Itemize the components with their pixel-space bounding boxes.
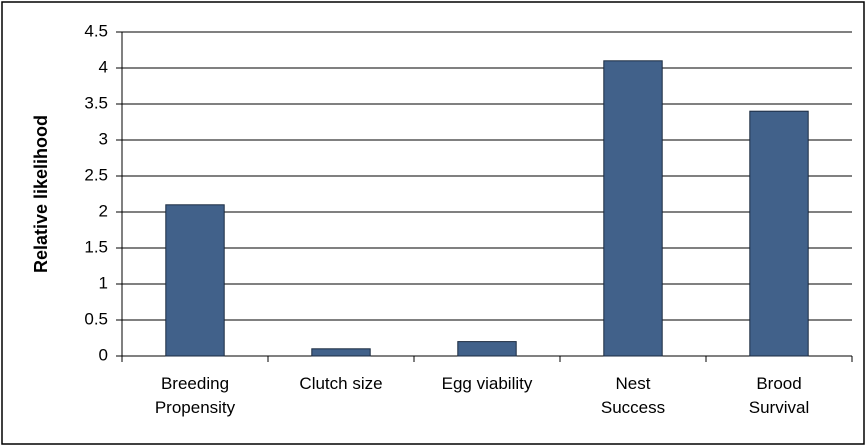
- y-tick-label: 4.5: [84, 21, 108, 40]
- y-tick-label: 1: [99, 273, 108, 292]
- bar: [603, 60, 663, 357]
- bar: [311, 348, 371, 357]
- x-tick-label: Clutch size: [299, 374, 383, 393]
- bar: [457, 341, 517, 357]
- y-tick-label: 3.5: [84, 93, 108, 112]
- x-tick-label: Breeding Propensity: [154, 374, 236, 417]
- y-tick-label: 2.5: [84, 165, 108, 184]
- x-tick-label: Nest Success: [600, 374, 666, 417]
- y-tick-label: 1.5: [84, 237, 108, 256]
- x-tick-label: Egg viability: [441, 374, 533, 393]
- bar: [165, 204, 225, 357]
- y-tick-label: 0: [99, 345, 108, 364]
- y-axis-label: Relative likelihood: [31, 115, 51, 273]
- y-tick-label: 4: [99, 57, 108, 76]
- y-tick-label: 0.5: [84, 309, 108, 328]
- bar: [749, 110, 809, 357]
- y-tick-label: 3: [99, 129, 108, 148]
- y-tick-label: 2: [99, 201, 108, 220]
- x-tick-label: Brood Survival: [748, 374, 810, 417]
